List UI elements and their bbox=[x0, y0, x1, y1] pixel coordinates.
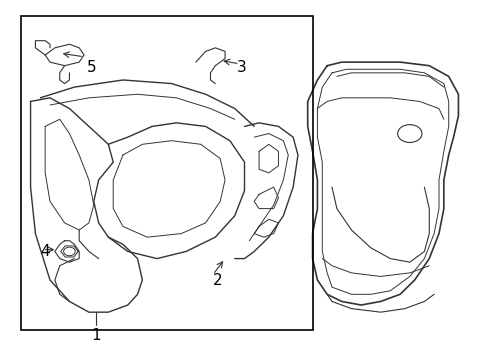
Text: 4: 4 bbox=[40, 244, 50, 259]
Bar bbox=[21, 16, 312, 330]
Text: 1: 1 bbox=[91, 328, 101, 343]
Text: 5: 5 bbox=[86, 60, 96, 75]
Text: 3: 3 bbox=[237, 60, 246, 75]
Text: 2: 2 bbox=[212, 273, 222, 288]
